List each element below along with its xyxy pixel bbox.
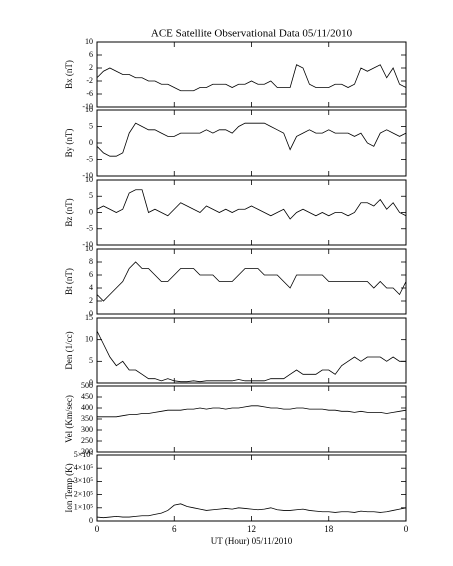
y-axis-label: Bx (nT) bbox=[64, 60, 74, 89]
y-tick-label: 1×10⁵ bbox=[74, 503, 94, 512]
panel-frame bbox=[96, 41, 407, 108]
y-axis-label: Vel (Km/sec) bbox=[64, 395, 74, 443]
y-tick-label: 5 bbox=[89, 191, 93, 200]
y-tick-label: 4×10⁵ bbox=[74, 463, 94, 472]
y-tick-label: 8 bbox=[89, 257, 93, 266]
data-line bbox=[96, 189, 407, 220]
data-line bbox=[96, 122, 407, 157]
y-tick-label: 4 bbox=[89, 283, 93, 292]
y-tick-label: -5 bbox=[86, 154, 93, 163]
y-tick-label: 2 bbox=[89, 296, 93, 305]
y-tick-label: 0 bbox=[89, 207, 93, 216]
y-axis-label: Bt (nT) bbox=[64, 268, 74, 295]
y-tick-label: 5 bbox=[89, 356, 93, 365]
x-tick-label: 18 bbox=[324, 524, 334, 534]
panel-frame bbox=[96, 385, 407, 453]
y-tick-label: 10 bbox=[85, 37, 93, 46]
x-tick-label: 0 bbox=[404, 524, 409, 534]
data-line bbox=[96, 503, 407, 519]
x-tick-label: 0 bbox=[95, 524, 100, 534]
y-tick-label: 10 bbox=[85, 175, 93, 184]
panel-frame bbox=[96, 317, 407, 384]
y-axis-label: Bz (nT) bbox=[64, 198, 74, 226]
y-tick-label: 300 bbox=[81, 425, 93, 434]
y-tick-label: 6 bbox=[89, 50, 93, 59]
y-tick-label: 0 bbox=[89, 378, 93, 387]
y-tick-label: -6 bbox=[86, 89, 93, 98]
x-tick-label: 12 bbox=[247, 524, 256, 534]
y-tick-label: 450 bbox=[81, 392, 93, 401]
y-tick-label: -2 bbox=[86, 76, 93, 85]
data-line bbox=[96, 261, 407, 302]
y-tick-label: 2 bbox=[89, 63, 93, 72]
y-axis-label: Den (1/cc) bbox=[64, 331, 74, 369]
y-tick-label: -5 bbox=[86, 224, 93, 233]
y-tick-label: 5×10⁵ bbox=[74, 450, 94, 459]
y-tick-label: 400 bbox=[81, 403, 93, 412]
y-tick-label: -10 bbox=[82, 171, 93, 180]
y-tick-label: 10 bbox=[85, 244, 93, 253]
y-tick-label: 0 bbox=[89, 516, 93, 525]
y-tick-label: 6 bbox=[89, 270, 93, 279]
data-line bbox=[96, 330, 406, 383]
y-tick-label: 200 bbox=[81, 447, 93, 456]
y-tick-label: 0 bbox=[89, 309, 93, 318]
y-tick-label: 500 bbox=[81, 381, 93, 390]
y-axis-label: Ion Temp (K) bbox=[64, 463, 74, 512]
y-tick-label: 10 bbox=[85, 105, 93, 114]
y-tick-label: 350 bbox=[81, 414, 93, 423]
chart-title: ACE Satellite Observational Data 05/11/2… bbox=[151, 28, 353, 40]
y-tick-label: 10 bbox=[85, 334, 93, 343]
y-tick-label: -10 bbox=[82, 102, 93, 111]
x-tick-label: 6 bbox=[172, 524, 177, 534]
y-tick-label: -10 bbox=[82, 240, 93, 249]
y-tick-label: 2×10⁵ bbox=[74, 489, 94, 498]
x-axis-label: UT (Hour) 05/11/2010 bbox=[211, 536, 293, 546]
y-axis-label: By (nT) bbox=[64, 129, 74, 158]
panel-frame bbox=[96, 179, 407, 246]
data-line bbox=[97, 405, 407, 418]
y-tick-label: 0 bbox=[89, 138, 93, 147]
panel-frame bbox=[96, 109, 407, 177]
y-tick-label: 3×10⁵ bbox=[74, 476, 94, 485]
y-tick-label: 250 bbox=[81, 436, 93, 445]
y-tick-label: 15 bbox=[85, 313, 93, 322]
y-tick-label: 5 bbox=[89, 121, 93, 130]
data-line bbox=[96, 64, 407, 92]
